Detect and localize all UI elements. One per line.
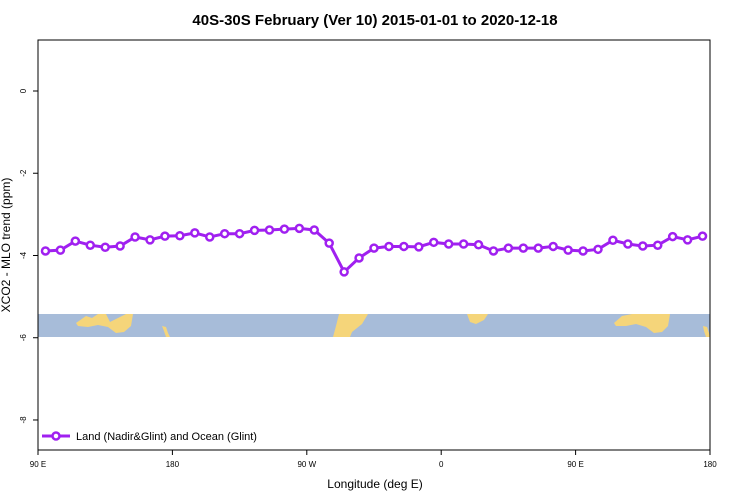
point — [204, 232, 215, 242]
x-tick-label: 90 E — [30, 460, 46, 469]
point — [608, 235, 618, 246]
y-tick-label: -4 — [19, 251, 28, 259]
point — [100, 242, 110, 253]
point — [309, 225, 320, 235]
point — [294, 223, 305, 234]
x-tick-label: 90 E — [567, 460, 583, 469]
y-tick-label: -8 — [19, 416, 28, 424]
point — [145, 235, 155, 245]
x-tick-label: 180 — [703, 460, 717, 469]
point — [40, 246, 51, 256]
point — [160, 231, 170, 241]
point — [55, 245, 66, 255]
point — [533, 243, 544, 253]
plot-frame — [37, 39, 711, 451]
y-tick-label: -2 — [19, 169, 28, 177]
point — [578, 246, 588, 256]
land — [333, 314, 368, 337]
y-tick-label: -6 — [19, 334, 28, 342]
point — [175, 230, 185, 241]
point — [279, 224, 290, 234]
land — [467, 314, 488, 324]
point — [414, 242, 424, 252]
land — [614, 314, 670, 333]
point — [324, 238, 334, 248]
point — [249, 225, 260, 236]
point — [652, 240, 663, 250]
point — [354, 253, 364, 263]
point — [503, 243, 514, 253]
point — [667, 231, 678, 242]
point — [369, 243, 379, 253]
chart-title: 40S-30S February (Ver 10) 2015-01-01 to … — [192, 12, 557, 29]
land — [703, 326, 710, 337]
legend-label: Land (Nadir&Glint) and Ocean (Glint) — [76, 431, 257, 443]
point — [339, 267, 349, 277]
point — [190, 228, 200, 238]
y-tick-label: 0 — [19, 88, 28, 93]
point — [85, 240, 96, 250]
x-tick-label: 180 — [166, 460, 180, 469]
point — [638, 241, 648, 251]
point — [518, 243, 529, 253]
x-tick-label: 90 W — [297, 460, 316, 469]
point — [234, 228, 245, 239]
point — [488, 246, 499, 256]
y-axis-label: XCO2 - MLO trend (ppm) — [0, 178, 13, 313]
x-tick-label: 0 — [439, 460, 444, 469]
point — [623, 239, 633, 249]
x-axis-label: Longitude (deg E) — [327, 477, 422, 491]
legend-marker — [51, 431, 61, 441]
point — [399, 241, 409, 252]
point — [697, 231, 708, 241]
point — [115, 241, 125, 251]
point — [473, 240, 484, 250]
land — [76, 314, 133, 333]
point — [443, 239, 454, 249]
point — [563, 245, 573, 255]
point — [458, 239, 469, 249]
point — [682, 235, 693, 245]
point — [593, 244, 603, 255]
land — [162, 326, 170, 337]
point — [384, 241, 394, 252]
point — [264, 225, 275, 235]
map-strip — [38, 314, 710, 337]
point — [219, 228, 230, 239]
point — [548, 241, 558, 252]
ocean — [38, 314, 710, 337]
point — [70, 236, 81, 246]
point — [428, 237, 439, 248]
point — [130, 232, 140, 242]
